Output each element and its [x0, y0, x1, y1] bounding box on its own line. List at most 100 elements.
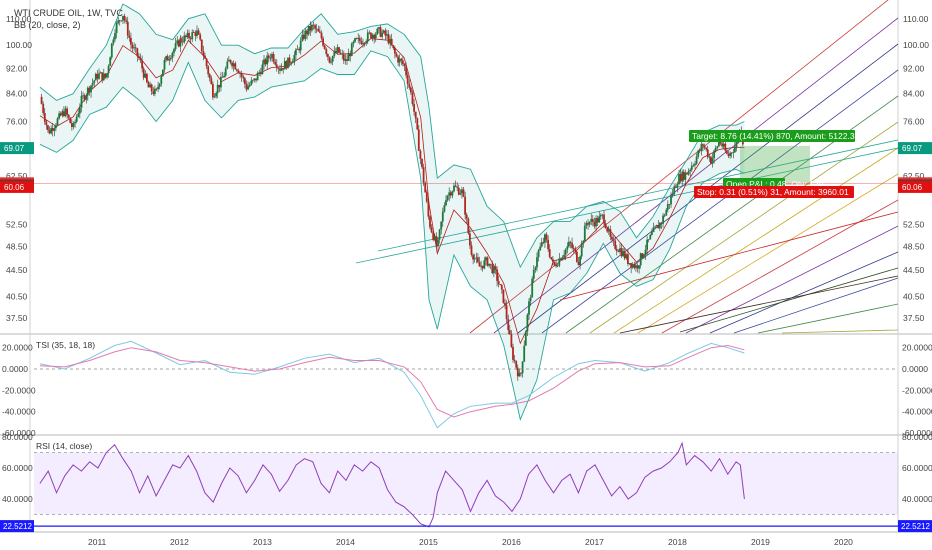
- candle-body: [615, 248, 618, 251]
- candle-body: [687, 171, 690, 175]
- candle-body: [319, 31, 321, 33]
- candle-body: [328, 56, 331, 63]
- candle-body: [694, 163, 696, 166]
- candle-body: [392, 45, 395, 49]
- candle-body: [55, 125, 57, 129]
- channel-line: [355, 147, 899, 264]
- candle-body: [494, 266, 497, 270]
- candle-body: [186, 32, 189, 37]
- candle-body: [566, 246, 569, 250]
- candle-body: [205, 58, 208, 67]
- candle-body: [718, 141, 720, 147]
- candle-body: [248, 84, 251, 87]
- candle-body: [542, 242, 545, 243]
- candle-body: [400, 58, 403, 61]
- candle-body: [627, 254, 629, 264]
- candle-body: [673, 186, 676, 195]
- candle-body: [548, 249, 551, 257]
- candle-body: [697, 150, 700, 157]
- price-tag-bg: [898, 142, 932, 155]
- candle-body: [556, 265, 559, 267]
- bollinger-fill: [39, 4, 745, 420]
- candle-body: [365, 41, 368, 44]
- candle-body: [459, 193, 462, 195]
- fan-line: [613, 147, 899, 334]
- left-price-tick: 76.00: [6, 117, 28, 127]
- right-price-tick: 44.50: [903, 265, 925, 275]
- candle-body: [410, 87, 412, 93]
- target-label-box: [689, 130, 855, 142]
- candle-body: [489, 263, 492, 265]
- candle-body: [379, 27, 382, 37]
- candle-body: [250, 80, 253, 85]
- left-price-tick: 48.50: [6, 241, 28, 251]
- candle-body: [639, 253, 642, 266]
- time-tick: 2011: [88, 537, 107, 547]
- tsi-line: [39, 340, 745, 429]
- candle-body: [101, 72, 104, 81]
- candle-body: [342, 54, 345, 61]
- candle-body: [502, 289, 505, 303]
- candle-body: [563, 254, 565, 257]
- candle-body: [176, 40, 179, 44]
- candle-body: [716, 146, 719, 149]
- candle-body: [425, 192, 428, 202]
- fan-line: [757, 303, 899, 334]
- candle-body: [456, 186, 459, 188]
- candle-body: [234, 63, 237, 70]
- candle-body: [534, 267, 537, 270]
- candle-body: [505, 305, 508, 320]
- candle-body: [676, 184, 679, 188]
- candle-body: [158, 83, 161, 87]
- candle-body: [417, 129, 420, 151]
- candle-body: [91, 83, 94, 86]
- candle-body: [713, 150, 715, 159]
- candle-body: [568, 241, 570, 247]
- candle-body: [705, 147, 708, 150]
- trend-line: [559, 211, 899, 301]
- candle-body: [247, 86, 249, 90]
- stop-label: Stop: 0.31 (0.51%) 31, Amount: 3960.01: [697, 187, 849, 197]
- candle-body: [662, 215, 664, 224]
- candle-body: [56, 118, 59, 126]
- candle-body: [652, 227, 655, 233]
- candle-body: [497, 280, 500, 285]
- candle-body: [272, 54, 275, 62]
- candle-body: [654, 226, 656, 228]
- candle-body: [449, 192, 452, 196]
- candle-body: [470, 245, 473, 255]
- candle-body: [317, 28, 320, 32]
- candle-body: [706, 149, 709, 158]
- candle-body: [529, 297, 532, 302]
- candle-body: [223, 75, 225, 78]
- candle-body: [446, 195, 449, 201]
- candle-body: [692, 165, 695, 166]
- candle-body: [710, 156, 712, 164]
- candle-body: [181, 41, 184, 43]
- candle-body: [83, 95, 86, 100]
- candle-body: [213, 96, 216, 98]
- candle-body: [63, 111, 65, 116]
- candle-body: [571, 242, 573, 248]
- candle-body: [42, 103, 45, 113]
- candle-body: [580, 243, 583, 257]
- candle-body: [408, 83, 411, 88]
- candle-body: [633, 264, 636, 268]
- candle-body: [336, 47, 339, 53]
- candle-body: [609, 229, 612, 237]
- tsi-right-tick: -40.0000: [902, 407, 932, 417]
- candle-body: [528, 301, 530, 315]
- long-position-tool[interactable]: Target: 8.76 (14.41%) 870, Amount: 5122.…: [689, 130, 855, 198]
- fan-line: [493, 17, 899, 334]
- candle-body: [572, 247, 575, 249]
- candle-body: [93, 80, 96, 84]
- time-tick: 2019: [751, 537, 770, 547]
- candle-body: [142, 68, 145, 78]
- bollinger-upper: [39, 3, 745, 269]
- bollinger-bands: [39, 3, 745, 421]
- candle-body: [647, 239, 650, 241]
- fan-line: [637, 173, 899, 334]
- candle-body: [360, 40, 363, 45]
- candlestick-series: [40, 13, 744, 381]
